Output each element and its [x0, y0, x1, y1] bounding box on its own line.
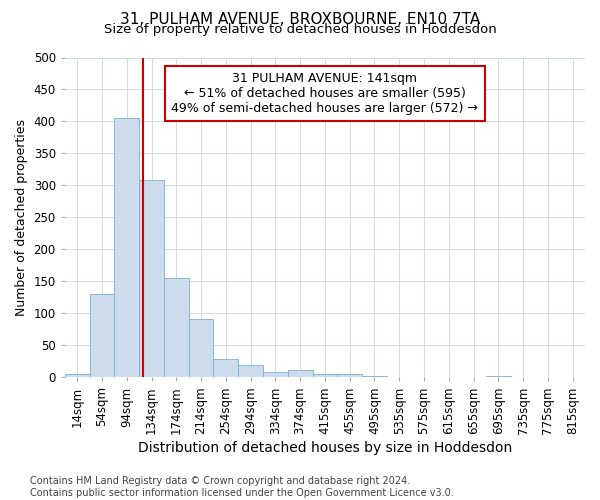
Bar — [139, 180, 164, 378]
Bar — [65, 374, 89, 378]
Bar — [214, 360, 238, 378]
Bar — [288, 370, 313, 378]
Bar — [263, 372, 288, 378]
Bar — [188, 318, 214, 378]
Text: Contains HM Land Registry data © Crown copyright and database right 2024.
Contai: Contains HM Land Registry data © Crown c… — [30, 476, 454, 498]
Text: 31 PULHAM AVENUE: 141sqm
← 51% of detached houses are smaller (595)
49% of semi-: 31 PULHAM AVENUE: 141sqm ← 51% of detach… — [172, 72, 478, 115]
Bar — [238, 365, 263, 378]
Y-axis label: Number of detached properties: Number of detached properties — [15, 119, 28, 316]
Text: Size of property relative to detached houses in Hoddesdon: Size of property relative to detached ho… — [104, 22, 496, 36]
Bar — [115, 118, 139, 378]
Text: 31, PULHAM AVENUE, BROXBOURNE, EN10 7TA: 31, PULHAM AVENUE, BROXBOURNE, EN10 7TA — [120, 12, 480, 28]
Bar — [164, 278, 188, 378]
Bar — [486, 376, 511, 378]
Bar — [313, 374, 337, 378]
Bar — [89, 294, 115, 378]
X-axis label: Distribution of detached houses by size in Hoddesdon: Distribution of detached houses by size … — [138, 441, 512, 455]
Bar — [337, 374, 362, 378]
Bar — [362, 376, 387, 378]
